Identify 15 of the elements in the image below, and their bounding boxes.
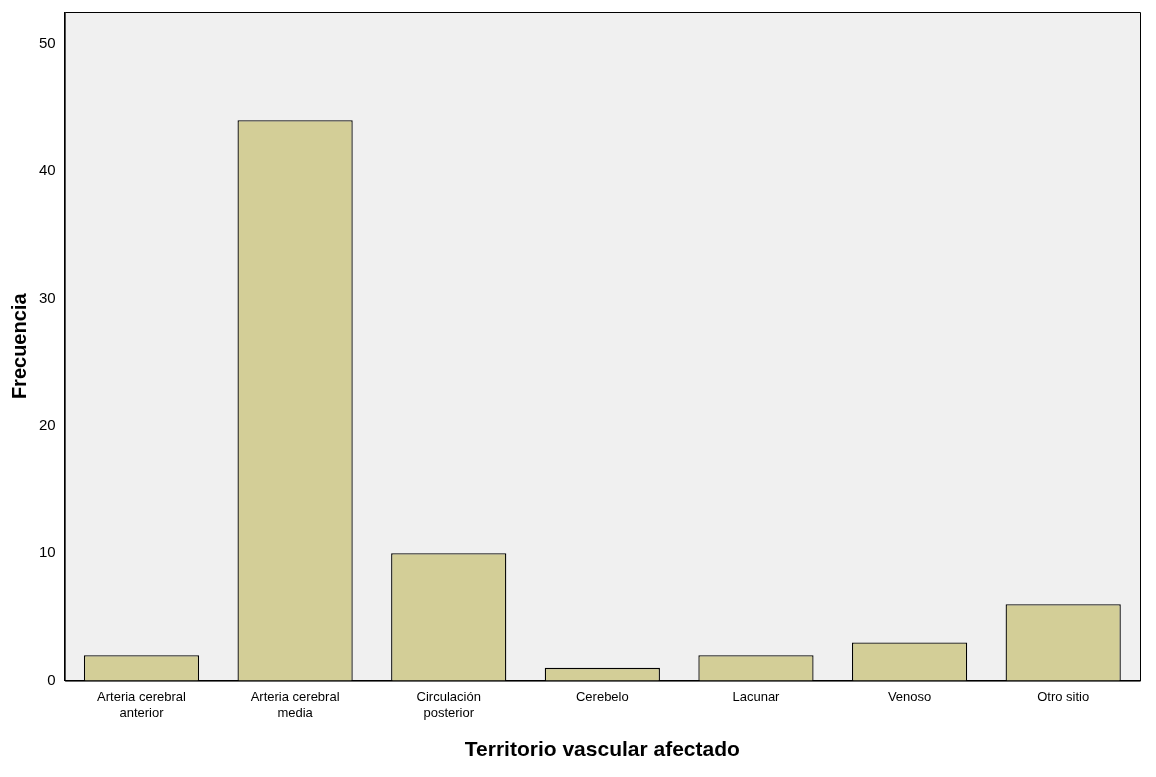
y-tick-label: 10	[39, 543, 56, 561]
x-tick-label: Arteria cerebral media	[250, 688, 340, 720]
x-tick-label: Otro sitio	[1037, 688, 1090, 704]
x-tick-label: Circulación posterior	[416, 688, 481, 720]
x-tick-label: Arteria cerebral anterior	[97, 688, 187, 720]
y-tick-label: 20	[39, 416, 56, 434]
y-tick-label: 30	[39, 288, 56, 306]
y-axis-title: Frecuencia	[7, 292, 30, 400]
y-tick-label: 40	[39, 161, 56, 179]
x-tick-label: Cerebelo	[575, 688, 629, 704]
x-axis-title: Territorio vascular afectado	[464, 737, 740, 761]
x-tick-label: Venoso	[887, 688, 932, 704]
y-tick-label: 50	[39, 33, 56, 51]
x-tick-label: Lacunar	[732, 688, 781, 704]
y-tick-label: 0	[47, 670, 56, 688]
